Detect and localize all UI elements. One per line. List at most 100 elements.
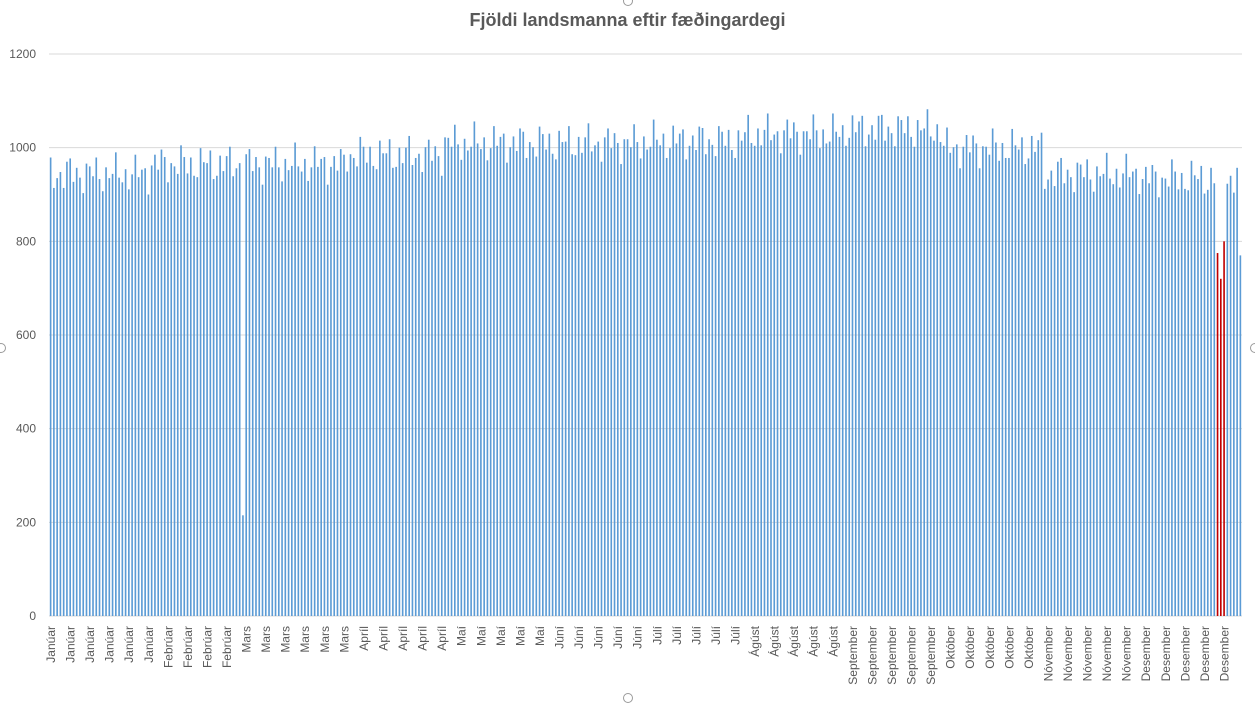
bar <box>105 167 107 616</box>
bar <box>626 139 629 617</box>
x-tick-label: Ágúst <box>786 625 801 656</box>
x-tick-label: Júní <box>572 625 586 648</box>
bar <box>95 157 98 616</box>
bar <box>574 155 577 616</box>
bar <box>1030 135 1033 616</box>
x-tick-label: September <box>905 626 919 685</box>
bar <box>929 136 932 616</box>
bar <box>141 169 143 616</box>
bar <box>506 162 508 616</box>
bar <box>724 145 727 617</box>
bar <box>1086 159 1088 617</box>
bar <box>1154 171 1157 617</box>
bar <box>1066 169 1069 616</box>
bar <box>49 157 52 616</box>
x-tick-label: Desember <box>1178 626 1192 681</box>
bar <box>447 137 450 616</box>
bar <box>1014 145 1017 616</box>
bar <box>577 136 580 616</box>
bar <box>434 146 437 616</box>
x-tick-label: Mars <box>298 626 312 653</box>
resize-handle-top[interactable] <box>623 0 633 6</box>
bar <box>727 129 730 616</box>
bar <box>1076 162 1079 616</box>
bar <box>414 157 417 616</box>
bar <box>594 145 596 616</box>
x-tick-label: Nóvember <box>1100 626 1114 681</box>
bar <box>193 175 195 616</box>
bar <box>519 128 521 616</box>
bar <box>225 156 228 616</box>
bar <box>294 142 296 616</box>
bar <box>714 156 717 616</box>
bar <box>450 146 453 617</box>
x-tick-label: Júlí <box>689 625 703 644</box>
x-tick-label: September <box>865 626 879 685</box>
x-tick-label: Nóvember <box>1041 626 1055 681</box>
bar <box>548 133 551 616</box>
x-tick-label: September <box>924 626 938 685</box>
bar <box>1070 177 1072 617</box>
bar <box>235 168 238 616</box>
bar <box>1105 152 1108 616</box>
bar <box>688 145 691 617</box>
bar <box>515 150 518 616</box>
bar <box>326 184 329 617</box>
bar <box>470 146 472 617</box>
resize-handle-left[interactable] <box>0 343 6 353</box>
bar <box>845 145 847 617</box>
bar <box>900 120 903 616</box>
bar <box>1118 187 1121 617</box>
bar <box>392 167 394 616</box>
bar <box>649 146 652 617</box>
bar <box>183 157 186 616</box>
bar <box>1193 175 1196 617</box>
bar <box>815 130 818 616</box>
bar <box>766 113 769 616</box>
y-tick-label: 400 <box>16 422 36 436</box>
x-tick-label: Ágúst <box>825 625 840 656</box>
bar <box>199 148 202 616</box>
x-tick-label: Maí <box>494 625 508 646</box>
bar <box>137 177 140 617</box>
bar <box>616 142 619 617</box>
y-tick-label: 600 <box>16 328 36 342</box>
resize-handle-bottom[interactable] <box>623 693 633 703</box>
bar <box>669 148 671 616</box>
x-tick-label: Apríl <box>377 626 391 651</box>
bar <box>1047 179 1049 616</box>
bar <box>1206 189 1209 616</box>
bar <box>1060 157 1062 616</box>
x-tick-label: September <box>885 626 899 685</box>
bar <box>737 130 740 616</box>
bar <box>431 160 433 616</box>
bar-highlight <box>1220 278 1222 616</box>
bar <box>1008 157 1010 616</box>
bar <box>1131 171 1134 617</box>
bar <box>851 115 854 616</box>
bar <box>1203 193 1206 616</box>
bar <box>701 128 704 616</box>
resize-handle-right[interactable] <box>1250 343 1255 353</box>
bar <box>910 136 912 616</box>
x-tick-label: Maí <box>533 625 547 646</box>
bar <box>793 122 795 616</box>
bar <box>427 139 430 616</box>
bar <box>379 140 381 616</box>
bar <box>454 124 456 616</box>
bar <box>258 167 261 616</box>
bar <box>242 515 244 616</box>
bar <box>887 126 890 616</box>
x-tick-label: Maí <box>474 625 488 646</box>
bar <box>783 130 785 616</box>
bar <box>731 150 733 616</box>
bar <box>310 167 313 616</box>
x-tick-label: Júní <box>611 625 625 648</box>
bar <box>460 159 463 616</box>
bar <box>1171 159 1173 617</box>
bar <box>809 139 811 617</box>
bar <box>848 137 851 616</box>
bar <box>1021 137 1023 617</box>
